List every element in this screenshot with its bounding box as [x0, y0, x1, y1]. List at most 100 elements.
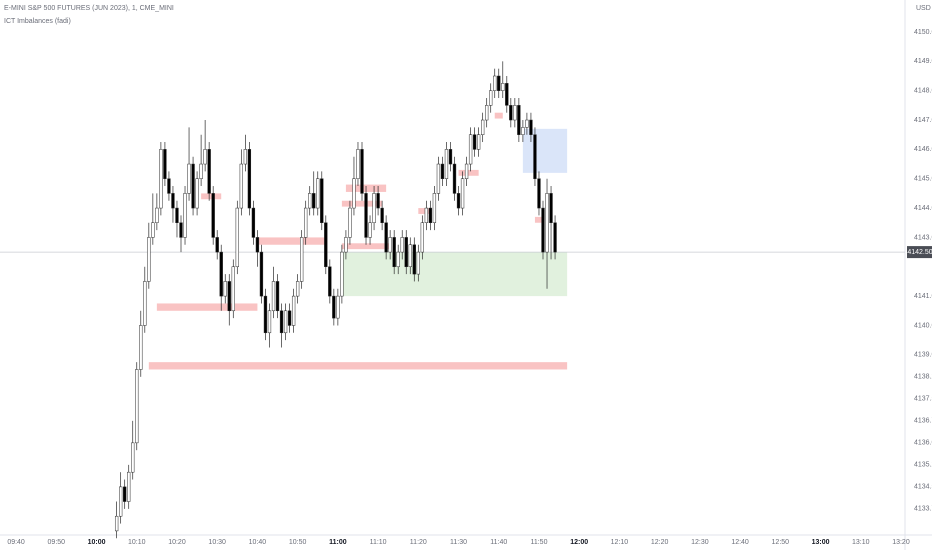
candle-body — [416, 251, 420, 275]
candle-body — [131, 442, 135, 473]
candle-body — [549, 193, 553, 223]
candle-body — [396, 251, 400, 268]
x-tick-label: 09:50 — [48, 539, 66, 546]
y-tick-label: 4150.00 — [914, 29, 932, 36]
candle-body — [352, 178, 356, 209]
candle-body — [171, 193, 175, 209]
x-tick-label: 09:40 — [7, 539, 25, 546]
candle-body — [372, 193, 376, 223]
x-tick-label: 11:00 — [329, 539, 347, 546]
candle-body — [259, 251, 264, 297]
x-tick-label: 11:50 — [530, 539, 547, 546]
candle-body — [291, 295, 296, 326]
imbalance-zone — [341, 200, 383, 207]
y-tick-label: 4146.00 — [914, 146, 932, 153]
y-tick-label: 4136.00 — [914, 440, 932, 447]
candle-body — [191, 163, 195, 209]
candle-body — [163, 149, 167, 179]
candle-body — [231, 266, 235, 312]
candle-body — [424, 207, 429, 223]
candle-body — [513, 105, 517, 121]
y-tick-label: 4144.00 — [914, 205, 932, 212]
currency: USD — [916, 5, 931, 12]
candle-body — [493, 75, 497, 91]
candle-body — [320, 178, 324, 223]
candle-body — [456, 193, 461, 209]
last-price-label: 4142.50 — [907, 249, 932, 256]
candle-body — [114, 515, 119, 532]
candle-body — [175, 207, 179, 223]
imbalance-zone — [156, 303, 258, 311]
x-tick-label: 13:10 — [852, 539, 870, 546]
candle-body — [497, 75, 501, 91]
y-tick-label: 4143.00 — [914, 234, 932, 241]
candle-body — [316, 178, 320, 209]
x-tick-label: 10:10 — [128, 539, 146, 546]
candle-body — [187, 163, 191, 194]
x-tick-label: 12:30 — [691, 539, 709, 546]
candle-body — [235, 207, 239, 268]
x-tick-label: 11:10 — [370, 539, 387, 546]
candle-body — [255, 237, 260, 253]
y-tick-label: 4138.25 — [914, 374, 932, 381]
imbalance-zone — [201, 193, 222, 200]
imbalance-zone — [341, 243, 391, 250]
candle-body — [468, 134, 473, 165]
candle-body — [376, 193, 380, 209]
candle-body — [283, 310, 288, 334]
x-tick-label: 10:40 — [249, 539, 267, 546]
candle-body — [533, 134, 537, 179]
candle-body — [521, 127, 525, 135]
candle-body — [251, 207, 256, 238]
candle-body — [271, 281, 276, 312]
candle-body — [481, 119, 485, 135]
x-tick-label: 11:20 — [410, 539, 427, 546]
y-tick-label: 4141.00 — [914, 293, 932, 300]
candle-body — [392, 237, 396, 268]
candle-body — [328, 266, 332, 297]
candle-body — [412, 244, 416, 275]
candle-body — [428, 207, 433, 223]
x-tick-label: 10:30 — [208, 539, 226, 546]
imbalance-zone — [418, 208, 431, 214]
x-tick-label: 10:50 — [289, 539, 307, 546]
candle-body — [123, 486, 127, 502]
x-tick-label: 13:00 — [812, 539, 830, 546]
candle-body — [203, 149, 207, 165]
candle-body — [545, 193, 549, 253]
x-tick-label: 12:20 — [651, 539, 669, 546]
y-tick-label: 4145.00 — [914, 176, 932, 183]
candle-body — [151, 222, 155, 238]
candle-body — [215, 237, 219, 253]
candle-body — [505, 83, 509, 106]
y-tick-label: 4149.00 — [914, 58, 932, 65]
y-tick-label: 4148.00 — [914, 88, 932, 95]
candle-body — [183, 193, 187, 238]
candle-body — [308, 193, 312, 209]
candle-body — [127, 471, 131, 502]
candle-body — [267, 310, 272, 334]
candle-body — [167, 178, 171, 194]
candle-body — [460, 178, 465, 209]
candle-body — [227, 281, 231, 312]
candle-body — [219, 251, 223, 297]
x-tick-label: 10:00 — [88, 539, 106, 546]
candle-body — [304, 207, 308, 238]
candle-body — [143, 281, 147, 326]
candle-body — [263, 295, 268, 334]
candle-body — [541, 207, 545, 253]
y-tick-label: 4134.50 — [914, 484, 932, 491]
imbalance-zone — [534, 216, 543, 223]
candle-body — [223, 281, 227, 297]
candle-body — [501, 83, 505, 91]
imbalance-zone — [257, 237, 326, 245]
candle-body — [336, 295, 340, 319]
candle-body — [239, 163, 243, 209]
candle-body — [553, 222, 557, 253]
candle-body — [436, 163, 441, 194]
candle-body — [529, 119, 533, 135]
candle-body — [340, 251, 344, 297]
x-tick-label: 12:00 — [570, 539, 588, 546]
candle-body — [159, 149, 163, 209]
